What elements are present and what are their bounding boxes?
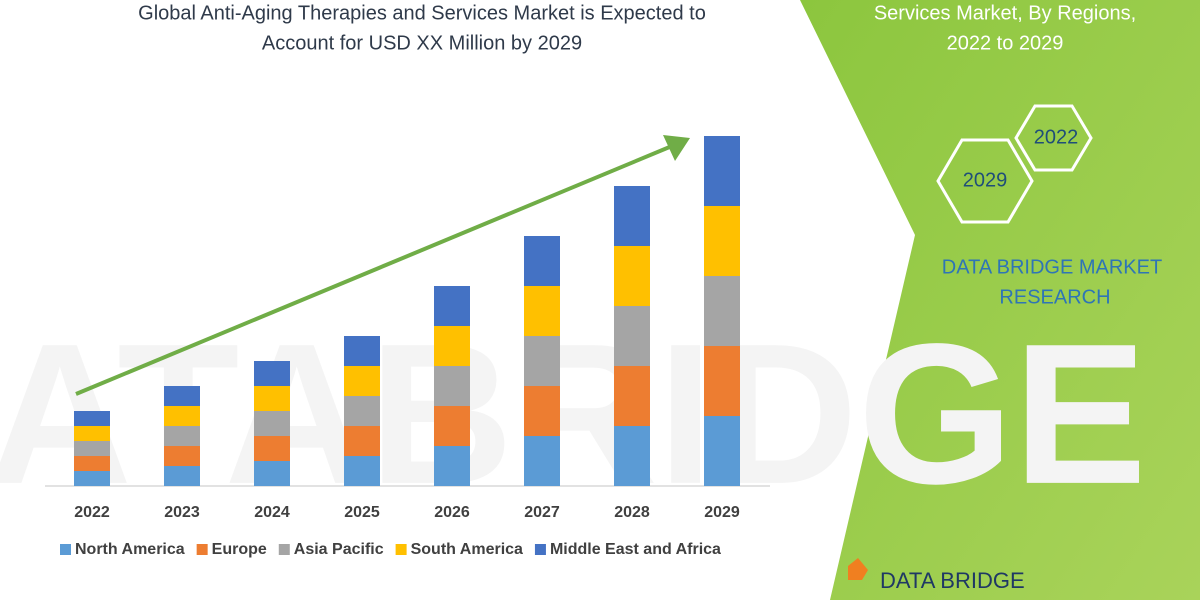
chart-title: Global Anti-Aging Therapies and Services… xyxy=(138,2,706,24)
legend-swatch xyxy=(196,544,208,555)
bar-segment xyxy=(344,366,380,396)
legend-label: Europe xyxy=(212,541,267,558)
plot: 2022 2023 2024 2025 2026 2027 2028 2029 North Am… xyxy=(60,136,740,558)
bar-segment xyxy=(344,396,380,426)
legend-swatch xyxy=(534,544,546,555)
brand-text: RESEARCH xyxy=(999,286,1110,308)
logo-icon xyxy=(848,558,868,580)
x-tick-label: 2029 xyxy=(704,504,740,521)
bar-segment xyxy=(164,406,200,426)
bar-segment xyxy=(74,411,110,426)
x-tick-label: 2025 xyxy=(344,504,380,521)
x-tick-label: 2024 xyxy=(254,504,290,521)
bar-segment xyxy=(344,426,380,456)
bar-segment xyxy=(614,246,650,306)
hexagon xyxy=(1014,104,1093,172)
bar-segment xyxy=(524,236,560,286)
bar-segment xyxy=(434,326,470,366)
bar-segment xyxy=(704,276,740,346)
hexagon-label: 2029 xyxy=(963,169,1008,191)
legend-swatch xyxy=(60,544,71,555)
panel-heading: 2022 to 2029 xyxy=(947,32,1064,54)
bar-segment xyxy=(254,436,290,461)
bar-segment xyxy=(254,361,290,386)
side-panel xyxy=(800,0,1200,600)
x-tick-label: 2023 xyxy=(164,504,200,521)
legend-label: Asia Pacific xyxy=(294,541,384,558)
bar-segment xyxy=(524,386,560,436)
legend-label: South America xyxy=(411,541,523,558)
bar-segment xyxy=(614,366,650,426)
trend-arrow xyxy=(75,144,673,396)
x-tick-label: 2028 xyxy=(614,504,650,521)
bar-segment xyxy=(164,466,200,486)
legend-label: North America xyxy=(75,541,185,558)
bar-segment xyxy=(254,386,290,411)
bar-segment xyxy=(434,366,470,406)
hexagon xyxy=(936,138,1034,224)
bar-segment xyxy=(614,306,650,366)
bar-segment xyxy=(254,461,290,486)
bar-segment xyxy=(74,471,110,486)
bar-segment xyxy=(164,386,200,406)
bar-segment xyxy=(434,406,470,446)
x-tick-label: 2027 xyxy=(524,504,560,521)
hexagon-label: 2022 xyxy=(1034,126,1079,148)
legend-label: Middle East and Africa xyxy=(550,541,721,558)
bar-segment xyxy=(74,426,110,441)
bar-segment xyxy=(704,206,740,276)
panel-heading: Services Market, By Regions, xyxy=(874,2,1136,24)
brand-text: DATA BRIDGE MARKET xyxy=(942,256,1162,278)
x-tick-label: 2026 xyxy=(434,504,470,521)
bar-segment xyxy=(704,416,740,486)
bar-segment xyxy=(704,346,740,416)
trend-arrow-head xyxy=(663,135,690,161)
bar-segment xyxy=(164,426,200,446)
bar-segment xyxy=(524,286,560,336)
bar-segment xyxy=(254,411,290,436)
bar-segment xyxy=(524,336,560,386)
bar-segment xyxy=(164,446,200,466)
bar-segment xyxy=(434,446,470,486)
bar-segment xyxy=(344,456,380,486)
bar-segment xyxy=(344,336,380,366)
bar-segment xyxy=(74,441,110,456)
bar-segment xyxy=(614,186,650,246)
legend-swatch xyxy=(395,544,407,555)
legend-swatch xyxy=(278,544,290,555)
chart-title: Account for USD XX Million by 2029 xyxy=(262,32,582,54)
bar-segment xyxy=(614,426,650,486)
logo-text: DATA BRIDGE xyxy=(880,568,1025,593)
x-tick-label: 2022 xyxy=(74,504,110,521)
bar-segment xyxy=(704,136,740,206)
bar-segment xyxy=(524,436,560,486)
bar-segment xyxy=(434,286,470,326)
bar-segment xyxy=(74,456,110,471)
